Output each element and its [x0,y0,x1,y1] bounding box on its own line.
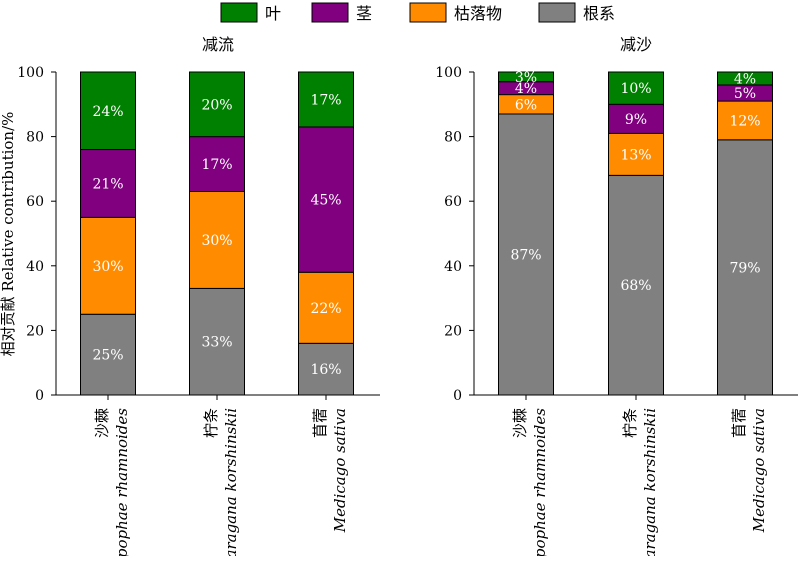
y-tick-label: 40 [444,259,462,275]
legend-label: 叶 [265,4,281,23]
x-tick-label-latin: Hippophae rhamnoides [531,408,549,556]
data-label: 30% [92,259,123,275]
y-tick-label: 80 [444,130,462,146]
data-label: 21% [92,176,123,192]
bar-segment [298,342,354,396]
bar-segment [189,191,245,289]
y-tick-label: 100 [17,65,44,81]
bar-segment [80,149,136,218]
legend-swatch [538,2,576,23]
bar-segment [608,174,664,396]
x-tick-label-latin: Medicago sativa [331,408,349,533]
bar-segment [189,71,245,138]
data-label: 68% [620,278,651,294]
bar-segment [80,71,136,151]
data-label: 24% [92,104,123,120]
y-tick-label: 20 [444,323,462,339]
data-label: 30% [201,233,232,249]
bar-segment [608,132,664,176]
y-tick-label: 60 [444,194,462,210]
bar-segment [80,313,136,396]
y-tick-label: 80 [26,130,44,146]
data-label: 17% [310,92,341,108]
x-tick-label-latin: Caragana korshinskii [641,408,659,556]
legend-swatch [409,2,447,23]
legend-swatch [220,2,258,23]
y-tick-label: 100 [435,65,462,81]
bar-segment [80,216,136,315]
data-label: 6% [515,97,537,113]
data-label: 33% [201,335,232,351]
data-label: 25% [92,348,123,364]
data-label: 3% [515,70,537,86]
legend-label: 根系 [583,4,615,23]
x-tick-label-cn: 苜蓿 [730,408,748,438]
data-label: 22% [310,301,341,317]
data-label: 4% [734,71,756,87]
data-label: 20% [201,97,232,113]
data-label: 4% [515,81,537,97]
x-tick-label-cn: 苜蓿 [311,408,329,438]
data-label: 10% [620,81,651,97]
data-label: 87% [510,247,541,263]
bar-segment [298,271,354,344]
legend-label: 茎 [356,4,372,23]
data-label: 45% [310,193,341,209]
bar-segment [608,71,664,105]
panel-title: 减流 [202,35,234,54]
legend-swatch [311,2,349,23]
data-label: 13% [620,147,651,163]
data-label: 16% [310,362,341,378]
y-tick-label: 40 [26,259,44,275]
y-tick-label: 20 [26,323,44,339]
bar-segment [498,71,554,83]
x-tick-label-latin: Caragana korshinskii [222,408,240,556]
bar-segment [717,100,773,141]
y-tick-label: 60 [26,194,44,210]
data-label: 5% [734,86,756,102]
x-tick-label-cn: 柠条 [621,408,639,438]
data-label: 9% [625,112,647,128]
data-label: 79% [729,260,760,276]
y-axis-label: 相对贡献 Relative contribution/% [0,112,17,357]
data-label: 12% [729,113,760,129]
x-tick-label-latin: Hippophae rhamnoides [113,408,131,556]
y-tick-label: 0 [453,388,462,404]
bar-segment [717,71,773,86]
data-label: 17% [201,157,232,173]
y-tick-label: 0 [35,388,44,404]
panel-title: 减沙 [620,35,652,54]
x-tick-label-cn: 沙棘 [93,408,111,438]
x-tick-label-latin: Medicago sativa [750,408,768,533]
bar-segment [298,126,354,273]
x-tick-label-cn: 沙棘 [511,408,529,438]
bar-segment [298,71,354,128]
bar-segment [717,139,773,396]
x-tick-label-cn: 柠条 [202,408,220,438]
legend-label: 枯落物 [454,4,502,23]
bar-segment [498,113,554,396]
